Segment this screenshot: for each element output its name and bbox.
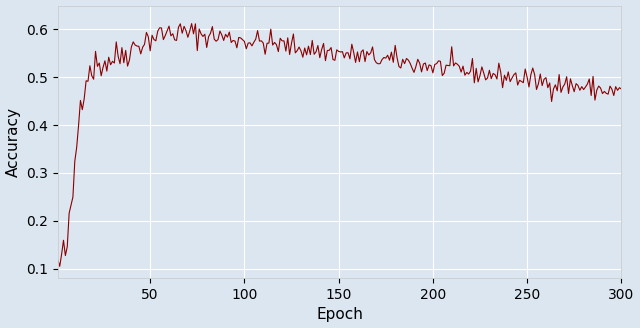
Y-axis label: Accuracy: Accuracy <box>6 107 20 177</box>
X-axis label: Epoch: Epoch <box>316 307 363 322</box>
